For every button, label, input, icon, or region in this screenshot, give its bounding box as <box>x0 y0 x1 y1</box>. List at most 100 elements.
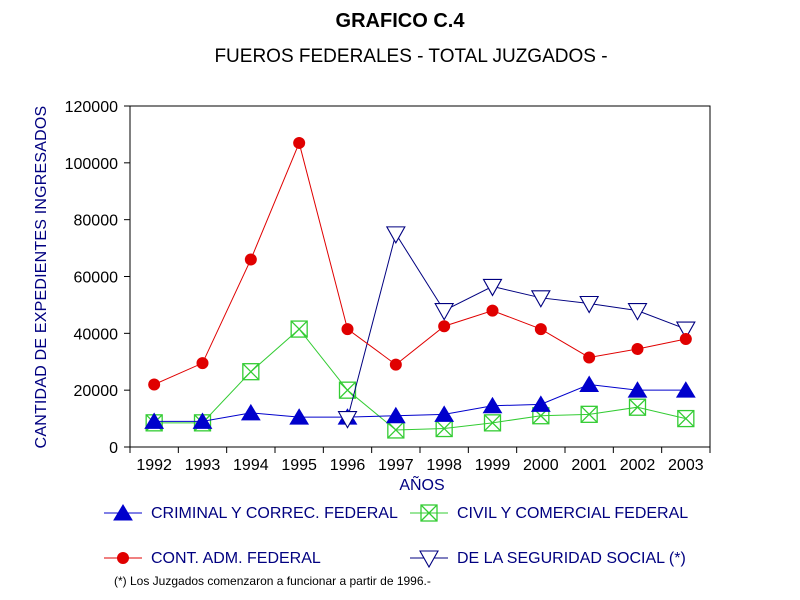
series-4 <box>337 226 696 429</box>
marker-box <box>338 381 357 399</box>
x-tick-label: 2003 <box>668 457 704 474</box>
marker-box <box>677 409 695 428</box>
data-point <box>628 398 647 416</box>
data-point <box>627 381 648 398</box>
marker-box <box>628 398 647 416</box>
y-tick-label: 40000 <box>74 326 119 343</box>
series-line <box>154 383 686 422</box>
data-point <box>579 375 600 392</box>
y-axis-ticks: 0 20000 40000 60000 80000 100000 120000 <box>65 99 130 457</box>
series-layer <box>144 136 696 439</box>
x-axis-label: AÑOS <box>399 474 444 494</box>
data-point <box>679 333 692 346</box>
data-point <box>341 323 354 336</box>
marker-cross-b <box>339 381 356 399</box>
legend-label: DE LA SEGURIDAD SOCIAL (*) <box>457 550 686 567</box>
data-point <box>293 136 306 149</box>
series-line <box>153 141 686 385</box>
data-point <box>631 342 644 355</box>
data-point <box>337 411 358 429</box>
legend: CRIMINAL Y CORREC. FEDERAL CIVIL Y COMERC… <box>104 504 688 569</box>
data-point <box>530 290 551 308</box>
legend-marker <box>117 552 129 564</box>
x-tick-label: 2002 <box>620 457 656 474</box>
legend-item: CIVIL Y COMERCIAL FEDERAL <box>410 504 688 522</box>
data-point <box>675 381 696 398</box>
x-tick-label: 1995 <box>281 457 317 474</box>
data-point <box>338 381 357 399</box>
series-2 <box>145 320 695 439</box>
x-tick-label: 1997 <box>378 457 414 474</box>
data-point <box>192 412 213 429</box>
marker-cross-b <box>484 414 501 432</box>
x-axis-ticks: 1992 1993 1994 1995 1996 1997 1998 1999 2000 2001… <box>129 447 711 474</box>
data-point <box>434 303 455 321</box>
data-point <box>677 409 695 428</box>
marker-box <box>242 363 260 381</box>
chart-axes <box>129 105 711 448</box>
x-tick-label: 1992 <box>136 457 172 474</box>
data-point <box>579 295 600 314</box>
data-point <box>486 304 499 317</box>
legend-item: CRIMINAL Y CORREC. FEDERAL <box>104 504 398 522</box>
x-tick-label: 1994 <box>233 457 269 474</box>
data-point <box>244 253 257 266</box>
data-point <box>627 303 648 321</box>
y-tick-label: 100000 <box>65 156 118 173</box>
data-point <box>385 406 406 424</box>
legend-item: DE LA SEGURIDAD SOCIAL (*) <box>410 550 686 569</box>
y-tick-label: 80000 <box>74 213 119 230</box>
legend-marker <box>419 550 439 569</box>
marker-cross-b <box>420 504 438 522</box>
data-point <box>583 351 596 364</box>
legend-item: CONT. ADM. FEDERAL <box>104 550 321 567</box>
legend-label: CIVIL Y COMERCIAL FEDERAL <box>457 505 688 522</box>
data-point <box>534 323 547 336</box>
data-point <box>240 403 261 421</box>
chart-subtitle: FUEROS FEDERALES - TOTAL JUZGADOS - <box>214 46 608 67</box>
marker-box <box>580 405 598 423</box>
y-tick-label: 0 <box>109 440 118 457</box>
data-point <box>530 395 551 412</box>
y-tick-label: 20000 <box>74 383 119 400</box>
y-tick-label: 60000 <box>74 270 119 287</box>
legend-marker <box>113 504 133 521</box>
series-1 <box>144 375 696 429</box>
data-point <box>148 378 161 391</box>
data-point <box>482 278 503 297</box>
x-tick-label: 1996 <box>330 457 366 474</box>
data-point <box>675 321 696 340</box>
x-tick-label: 1999 <box>475 457 511 474</box>
x-tick-label: 2001 <box>571 457 607 474</box>
data-point <box>389 358 402 371</box>
marker-cross-b <box>580 405 598 423</box>
marker-cross-b <box>435 420 453 437</box>
marker-cross-b <box>629 398 646 416</box>
marker-cross-b <box>290 320 308 338</box>
series-3 <box>148 136 692 391</box>
marker-box <box>290 320 308 338</box>
data-point <box>483 414 502 432</box>
marker-cross-b <box>387 421 405 439</box>
data-point <box>196 357 209 370</box>
data-point <box>482 396 503 414</box>
data-point <box>438 320 451 333</box>
marker-cross-b <box>677 410 695 428</box>
x-tick-label: 2000 <box>523 457 559 474</box>
data-point <box>580 405 598 423</box>
legend-marker <box>420 504 438 522</box>
y-tick-label: 120000 <box>65 99 118 116</box>
footnote: (*) Los Juzgados comenzaron a funcionar … <box>114 574 431 588</box>
x-tick-label: 1998 <box>426 457 462 474</box>
marker-cross-b <box>242 363 260 381</box>
marker-box <box>483 414 502 432</box>
legend-label: CONT. ADM. FEDERAL <box>151 550 321 567</box>
x-tick-label: 1993 <box>185 457 221 474</box>
legend-label: CRIMINAL Y CORREC. FEDERAL <box>151 505 398 522</box>
plot-frame <box>129 105 711 448</box>
series-line <box>347 232 687 419</box>
data-point <box>144 412 165 429</box>
data-point <box>242 363 260 381</box>
data-point <box>434 405 455 422</box>
